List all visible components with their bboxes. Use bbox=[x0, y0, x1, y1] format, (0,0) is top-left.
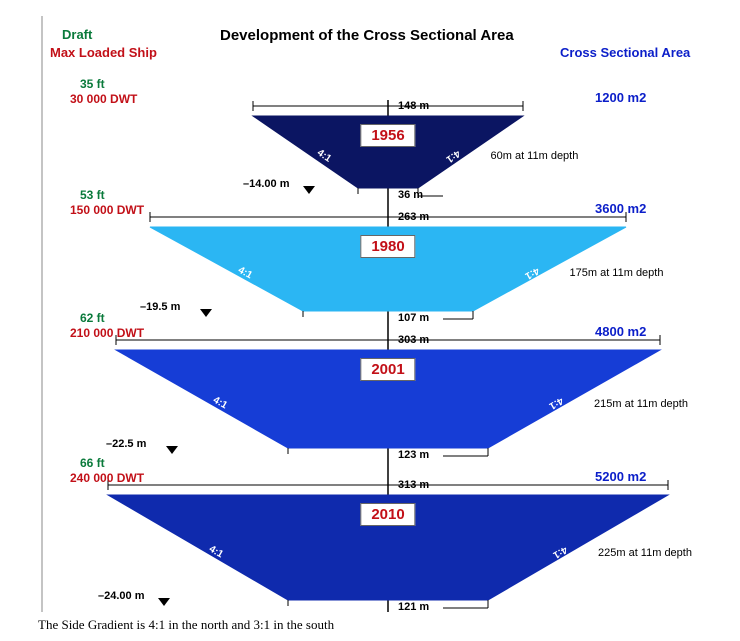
ratio-left-1956: 4:1 bbox=[314, 147, 332, 164]
ratio-right-2001: 4:1 bbox=[547, 395, 565, 412]
eleven-depth-2010: 225m at 11m depth bbox=[598, 547, 692, 559]
draft-1980: 53 ft bbox=[80, 189, 105, 202]
bottom-width-2001: 123 m bbox=[398, 449, 429, 461]
depth-2001: –22.5 m bbox=[106, 438, 146, 450]
year-box-2001: 2001 bbox=[360, 358, 415, 381]
draft-2001: 62 ft bbox=[80, 312, 105, 325]
ratio-left-2001: 4:1 bbox=[211, 395, 229, 412]
year-box-2010: 2010 bbox=[360, 503, 415, 526]
top-width-2001: 303 m bbox=[398, 334, 429, 346]
depth-1980: –19.5 m bbox=[140, 301, 180, 313]
dwt-2010: 240 000 DWT bbox=[70, 472, 144, 485]
max-loaded-header: Max Loaded Ship bbox=[50, 46, 157, 60]
draft-2010: 66 ft bbox=[80, 457, 105, 470]
page-title: Development of the Cross Sectional Area bbox=[220, 28, 514, 45]
draft-header: Draft bbox=[62, 28, 92, 42]
bottom-width-1956: 36 m bbox=[398, 189, 423, 201]
year-box-1956: 1956 bbox=[360, 124, 415, 147]
top-width-2010: 313 m bbox=[398, 479, 429, 491]
dwt-1980: 150 000 DWT bbox=[70, 204, 144, 217]
bottom-width-2010: 121 m bbox=[398, 601, 429, 613]
year-box-1980: 1980 bbox=[360, 235, 415, 258]
csa-1980: 3600 m2 bbox=[595, 202, 646, 216]
depth-1956: –14.00 m bbox=[243, 178, 289, 190]
ratio-left-2010: 4:1 bbox=[207, 543, 225, 560]
top-width-1956: 148 m bbox=[398, 100, 429, 112]
ratio-right-1980: 4:1 bbox=[523, 265, 541, 282]
dwt-2001: 210 000 DWT bbox=[70, 327, 144, 340]
ratio-right-2010: 4:1 bbox=[551, 543, 569, 560]
depth-2010: –24.00 m bbox=[98, 590, 144, 602]
draft-1956: 35 ft bbox=[80, 78, 105, 91]
diagram-root: Development of the Cross Sectional Area … bbox=[0, 0, 740, 641]
ratio-right-1956: 4:1 bbox=[443, 147, 461, 164]
csa-1956: 1200 m2 bbox=[595, 91, 646, 105]
eleven-depth-1956: 60m at 11m depth bbox=[491, 150, 579, 162]
bottom-width-1980: 107 m bbox=[398, 312, 429, 324]
ratio-left-1980: 4:1 bbox=[236, 265, 254, 282]
top-width-1980: 263 m bbox=[398, 211, 429, 223]
csa-header: Cross Sectional Area bbox=[560, 46, 690, 60]
footer-note: The Side Gradient is 4:1 in the north an… bbox=[38, 617, 334, 633]
csa-2001: 4800 m2 bbox=[595, 325, 646, 339]
eleven-depth-1980: 175m at 11m depth bbox=[570, 267, 664, 279]
dwt-1956: 30 000 DWT bbox=[70, 93, 137, 106]
csa-2010: 5200 m2 bbox=[595, 470, 646, 484]
eleven-depth-2001: 215m at 11m depth bbox=[594, 398, 688, 410]
